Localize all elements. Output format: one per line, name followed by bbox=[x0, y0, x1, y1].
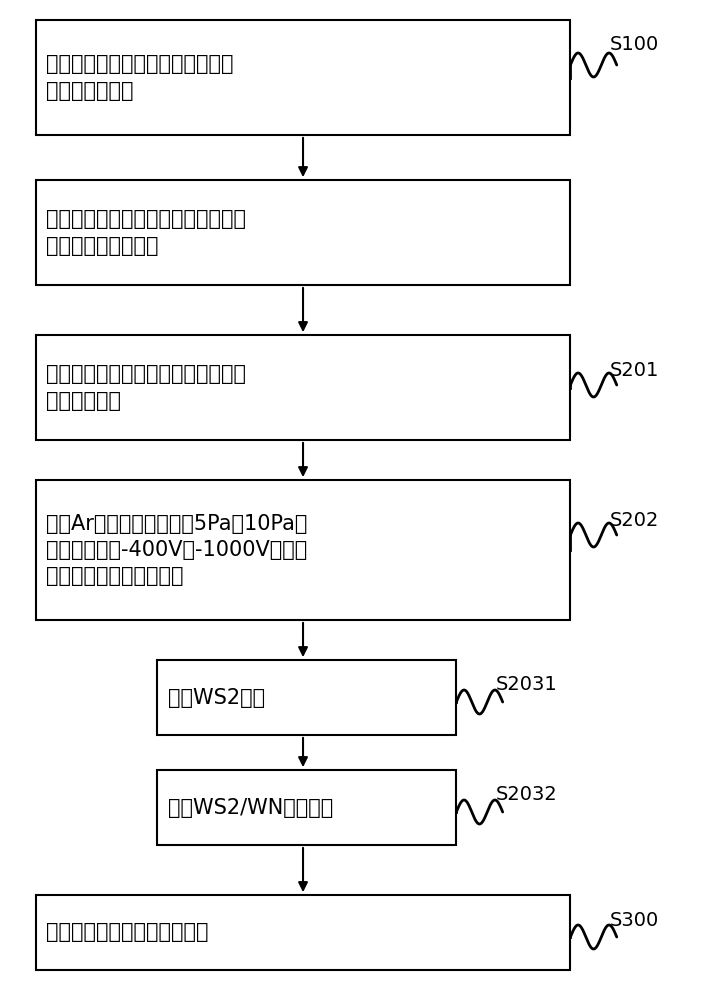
FancyBboxPatch shape bbox=[36, 480, 570, 620]
FancyBboxPatch shape bbox=[157, 770, 456, 845]
Text: 制备WS2/WN复合膜层: 制备WS2/WN复合膜层 bbox=[168, 798, 333, 818]
FancyBboxPatch shape bbox=[157, 660, 456, 735]
FancyBboxPatch shape bbox=[36, 180, 570, 285]
Text: 清洗并烘干表面处理后的工件: 清洗并烘干表面处理后的工件 bbox=[46, 922, 209, 942]
Text: S202: S202 bbox=[610, 510, 659, 530]
Text: S300: S300 bbox=[610, 910, 659, 930]
Text: 开启机械泵、分子泵，开启循环水系
统，并抽真空: 开启机械泵、分子泵，开启循环水系 统，并抽真空 bbox=[46, 364, 247, 411]
Text: 制备WS2膜层: 制备WS2膜层 bbox=[168, 688, 265, 708]
FancyBboxPatch shape bbox=[36, 335, 570, 440]
FancyBboxPatch shape bbox=[36, 895, 570, 970]
Text: 对经过处理的工件进行清洗和烘干，
得到一处理过的工件: 对经过处理的工件进行清洗和烘干， 得到一处理过的工件 bbox=[46, 209, 247, 256]
Text: S201: S201 bbox=[610, 360, 659, 379]
Text: S2031: S2031 bbox=[496, 676, 558, 694]
Text: S2032: S2032 bbox=[496, 786, 558, 804]
FancyBboxPatch shape bbox=[36, 20, 570, 135]
Text: 备好一待处理工件，去除表面的油
脂、锈点、杂质: 备好一待处理工件，去除表面的油 脂、锈点、杂质 bbox=[46, 54, 234, 101]
Text: S100: S100 bbox=[610, 35, 659, 54]
Text: 通入Ar气体使工作气压为5Pa～10Pa，
开启负偏压至-400V～-1000V，进行
辉光放电，清洗工件表面: 通入Ar气体使工作气压为5Pa～10Pa， 开启负偏压至-400V～-1000V… bbox=[46, 514, 308, 586]
